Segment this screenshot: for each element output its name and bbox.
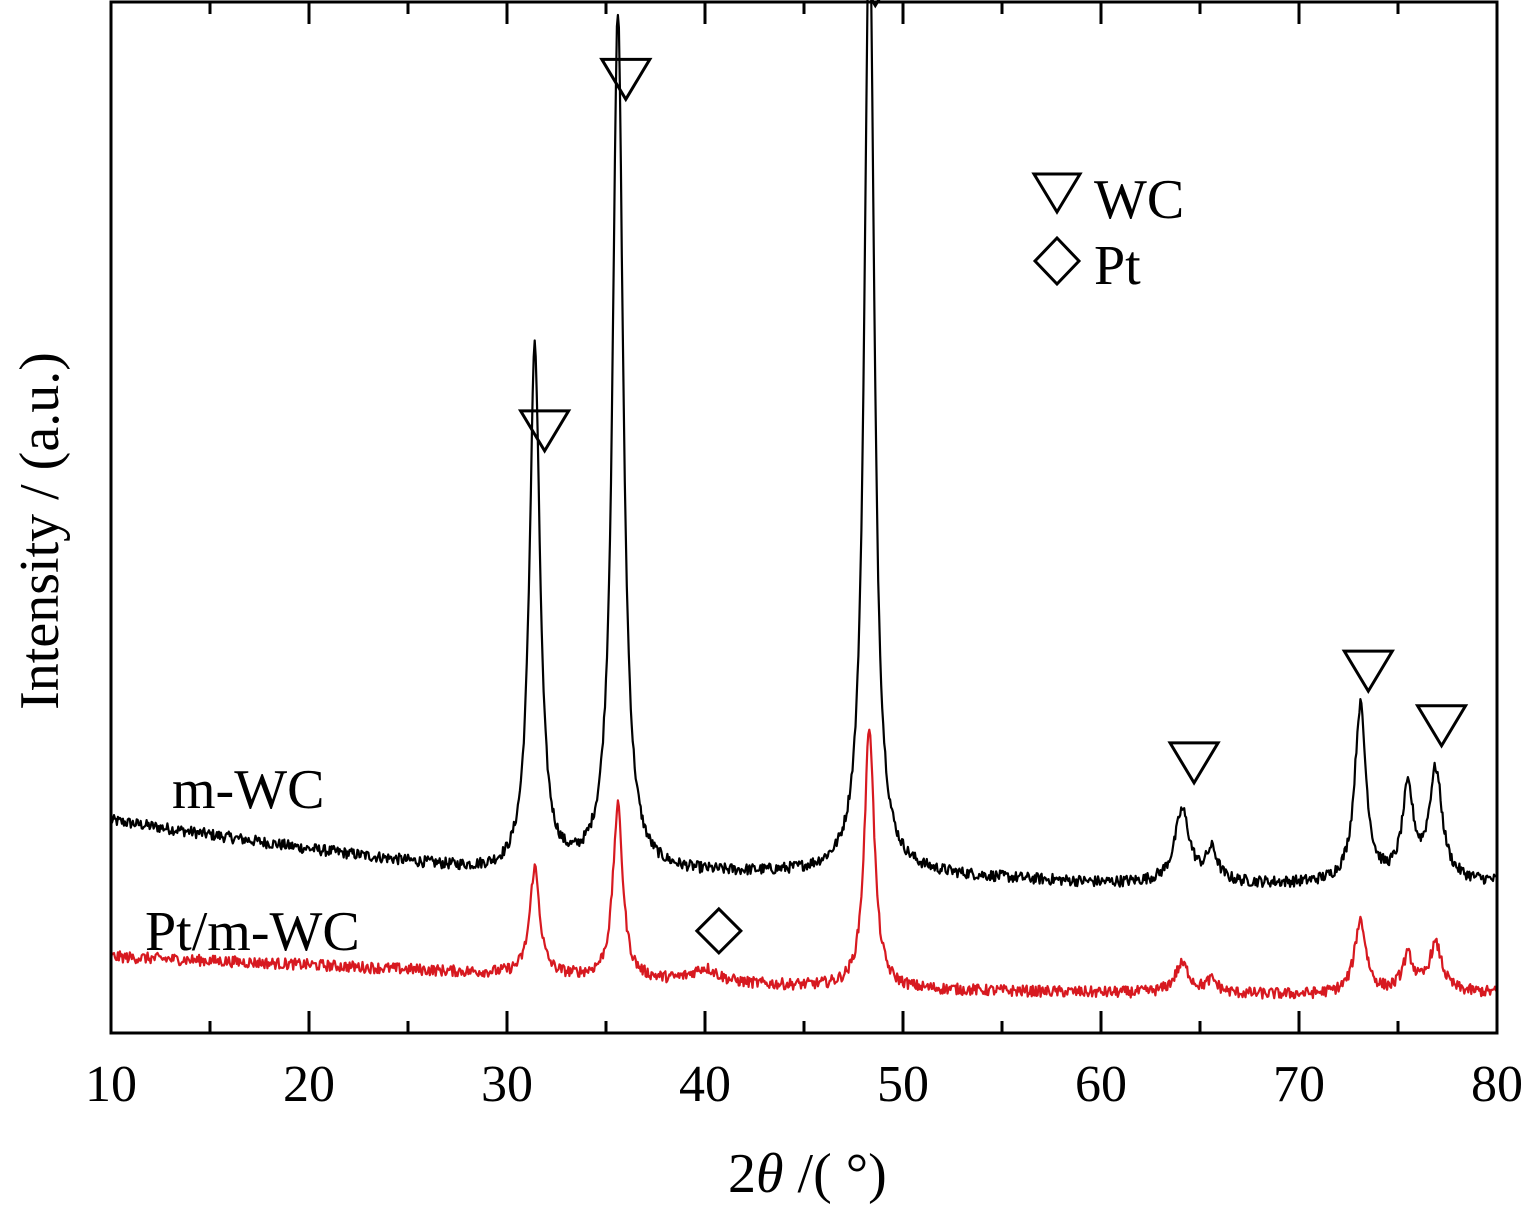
x-axis-title-theta: θ	[756, 1143, 784, 1205]
plot-frame	[109, 0, 1499, 1035]
series-line-m-wc	[109, 0, 1498, 888]
legend-wc-triangle-icon	[1031, 172, 1083, 215]
wc-triangle-marker-icon	[1167, 741, 1221, 786]
legend: WC Pt	[1031, 169, 1184, 297]
x-tick-label: 60	[1075, 1056, 1127, 1113]
peak-marker-layer	[517, 0, 1469, 956]
tick-layer	[109, 2, 1499, 1033]
x-axis-title-suffix: /( °)	[784, 1143, 887, 1205]
y-axis-title: Intensity / (a.u.)	[9, 352, 71, 710]
series-label-m-wc: m-WC	[172, 759, 324, 821]
wc-triangle-marker-icon	[1341, 649, 1395, 695]
series-layer	[109, 0, 1498, 1000]
series-line-pt-m-wc	[109, 728, 1498, 1000]
pt-diamond-marker-icon	[694, 906, 743, 956]
x-axis-title: 2θ /( °)	[728, 1143, 887, 1205]
x-tick-label: 20	[283, 1056, 335, 1113]
tick-label-layer: 10 20 30 40 50 60 70 80	[85, 1056, 1523, 1113]
wc-triangle-marker-icon	[517, 409, 572, 454]
x-tick-label: 70	[1273, 1056, 1325, 1113]
x-tick-label: 30	[481, 1056, 533, 1113]
legend-pt-diamond-icon	[1032, 235, 1082, 287]
wc-triangle-marker-icon	[1414, 704, 1469, 749]
x-tick-label: 80	[1471, 1056, 1523, 1113]
legend-wc-label: WC	[1094, 169, 1184, 231]
x-tick-label: 40	[679, 1056, 731, 1113]
x-axis-title-prefix: 2	[728, 1143, 756, 1205]
wc-triangle-marker-icon	[599, 57, 653, 103]
legend-pt-label: Pt	[1094, 235, 1141, 297]
x-tick-label: 10	[85, 1056, 137, 1113]
series-label-pt-m-wc: Pt/m-WC	[145, 901, 360, 963]
x-tick-label: 50	[877, 1056, 929, 1113]
